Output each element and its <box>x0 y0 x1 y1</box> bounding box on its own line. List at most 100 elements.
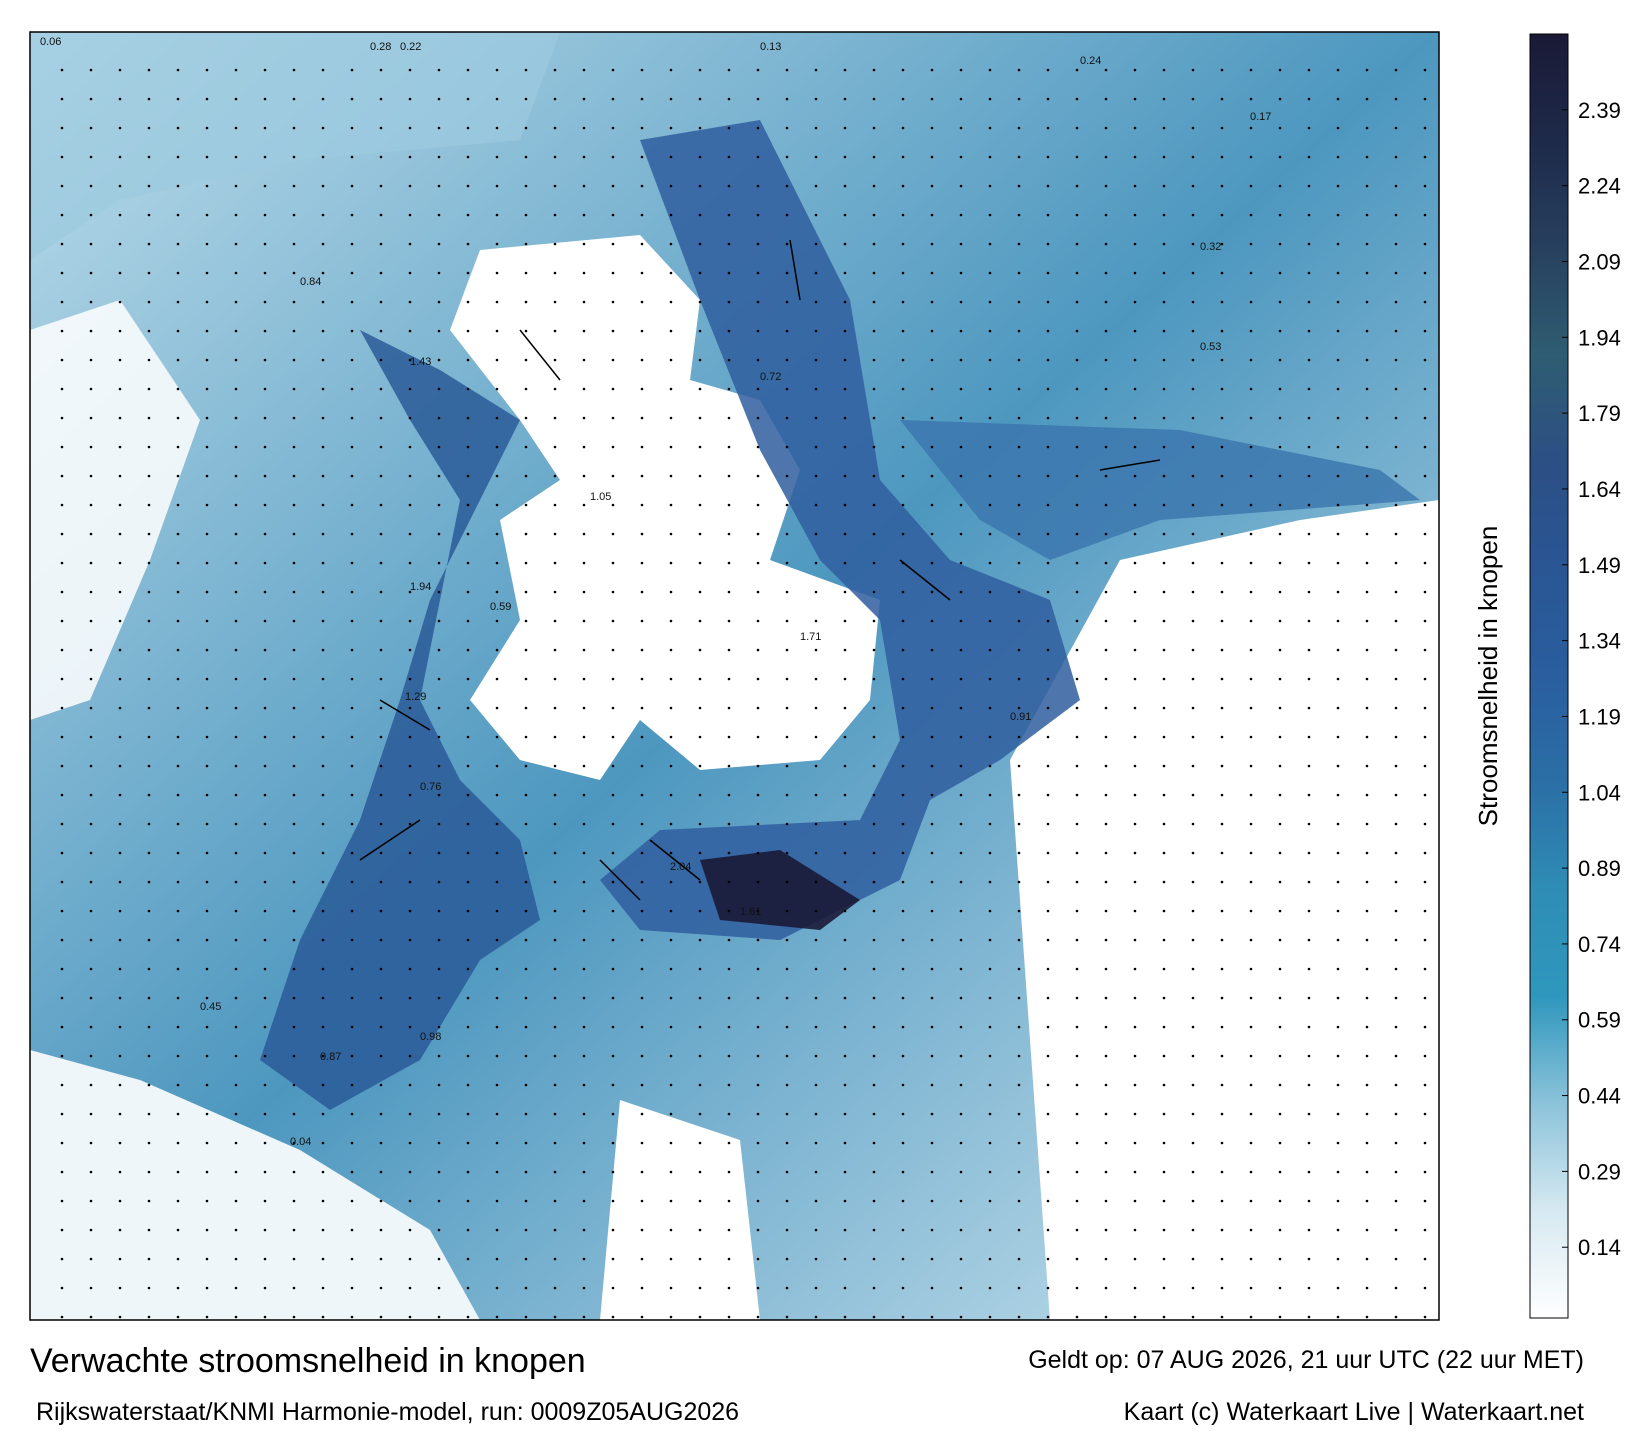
flow-dot <box>1133 880 1137 884</box>
flow-dot <box>1017 97 1021 101</box>
flow-dot <box>872 416 876 420</box>
flow-dot <box>263 68 267 72</box>
flow-dot <box>408 996 412 1000</box>
flow-dot <box>118 561 122 565</box>
flow-dot <box>205 271 209 275</box>
flow-dot <box>553 677 557 681</box>
flow-dot <box>756 532 760 536</box>
flow-dot <box>176 242 180 246</box>
flow-dot <box>1307 1199 1311 1203</box>
flow-dot <box>321 880 325 884</box>
flow-dot <box>466 880 470 884</box>
flow-dot <box>872 851 876 855</box>
flow-dot <box>988 851 992 855</box>
flow-dot <box>1423 416 1427 420</box>
flow-dot <box>553 503 557 507</box>
flow-dot <box>263 1257 267 1261</box>
flow-dot <box>785 532 789 536</box>
flow-dot <box>1191 793 1195 797</box>
flow-dot <box>930 329 934 333</box>
flow-dot <box>205 880 209 884</box>
flow-dot <box>408 590 412 594</box>
flow-dot <box>1278 1141 1282 1145</box>
flow-dot <box>553 1141 557 1145</box>
flow-dot <box>1394 503 1398 507</box>
flow-dot <box>1133 967 1137 971</box>
flow-dot <box>698 126 702 130</box>
flow-dot <box>930 1228 934 1232</box>
flow-dot <box>1017 474 1021 478</box>
flow-dot <box>727 416 731 420</box>
flow-dot <box>1046 1025 1050 1029</box>
flow-dot <box>1394 880 1398 884</box>
flow-dot <box>89 1054 93 1058</box>
flow-dot <box>843 213 847 217</box>
flow-dot <box>959 532 963 536</box>
flow-dot <box>727 358 731 362</box>
flow-dot <box>379 735 383 739</box>
flow-dot <box>698 1083 702 1087</box>
flow-dot <box>234 735 238 739</box>
flow-dot <box>698 1228 702 1232</box>
flow-arrow <box>379 699 431 731</box>
flow-dot <box>437 764 441 768</box>
flow-dot <box>1336 1054 1340 1058</box>
flow-dot <box>379 822 383 826</box>
flow-dot <box>669 590 673 594</box>
flow-dot <box>727 822 731 826</box>
flow-arrow <box>899 559 951 601</box>
flow-dot <box>495 1083 499 1087</box>
flow-dot <box>408 851 412 855</box>
flow-dot <box>408 909 412 913</box>
flow-dot <box>1336 503 1340 507</box>
flow-dot <box>1133 1199 1137 1203</box>
flow-dot <box>1394 619 1398 623</box>
flow-dot <box>524 1228 528 1232</box>
flow-dot <box>1336 1083 1340 1087</box>
flow-dot <box>901 503 905 507</box>
flow-dot <box>1336 909 1340 913</box>
flow-dot <box>872 387 876 391</box>
flow-dot <box>988 242 992 246</box>
flow-dot <box>408 938 412 942</box>
flow-dot <box>1133 1286 1137 1290</box>
flow-dot <box>1191 474 1195 478</box>
flow-dot <box>437 126 441 130</box>
flow-dot <box>495 416 499 420</box>
flow-dot <box>466 764 470 768</box>
flow-dot <box>1075 793 1079 797</box>
flow-dot <box>553 938 557 942</box>
flow-dot <box>466 1315 470 1319</box>
flow-dot <box>1307 532 1311 536</box>
flow-dot <box>118 909 122 913</box>
flow-dot <box>89 126 93 130</box>
flow-dot <box>843 880 847 884</box>
flow-dot <box>292 329 296 333</box>
flow-dot <box>1104 1315 1108 1319</box>
flow-dot <box>1365 735 1369 739</box>
flow-dot <box>292 880 296 884</box>
flow-dot <box>872 97 876 101</box>
flow-dot <box>611 938 615 942</box>
flow-dot <box>640 387 644 391</box>
flow-dot <box>988 1025 992 1029</box>
flow-dot <box>466 677 470 681</box>
flow-dot <box>147 967 151 971</box>
flow-dot <box>89 242 93 246</box>
flow-dot <box>1104 1141 1108 1145</box>
channel <box>900 420 1420 560</box>
flow-dot <box>437 706 441 710</box>
flow-dot <box>1075 1199 1079 1203</box>
flow-dot <box>698 1315 702 1319</box>
flow-dot <box>843 474 847 478</box>
flow-dot <box>292 155 296 159</box>
flow-dot <box>988 764 992 768</box>
flow-dot <box>205 1025 209 1029</box>
flow-dot <box>89 619 93 623</box>
flow-dot <box>698 503 702 507</box>
flow-dot <box>756 155 760 159</box>
flow-dot <box>1278 996 1282 1000</box>
flow-dot <box>1220 648 1224 652</box>
flow-dot <box>1162 909 1166 913</box>
flow-dot <box>1017 1228 1021 1232</box>
